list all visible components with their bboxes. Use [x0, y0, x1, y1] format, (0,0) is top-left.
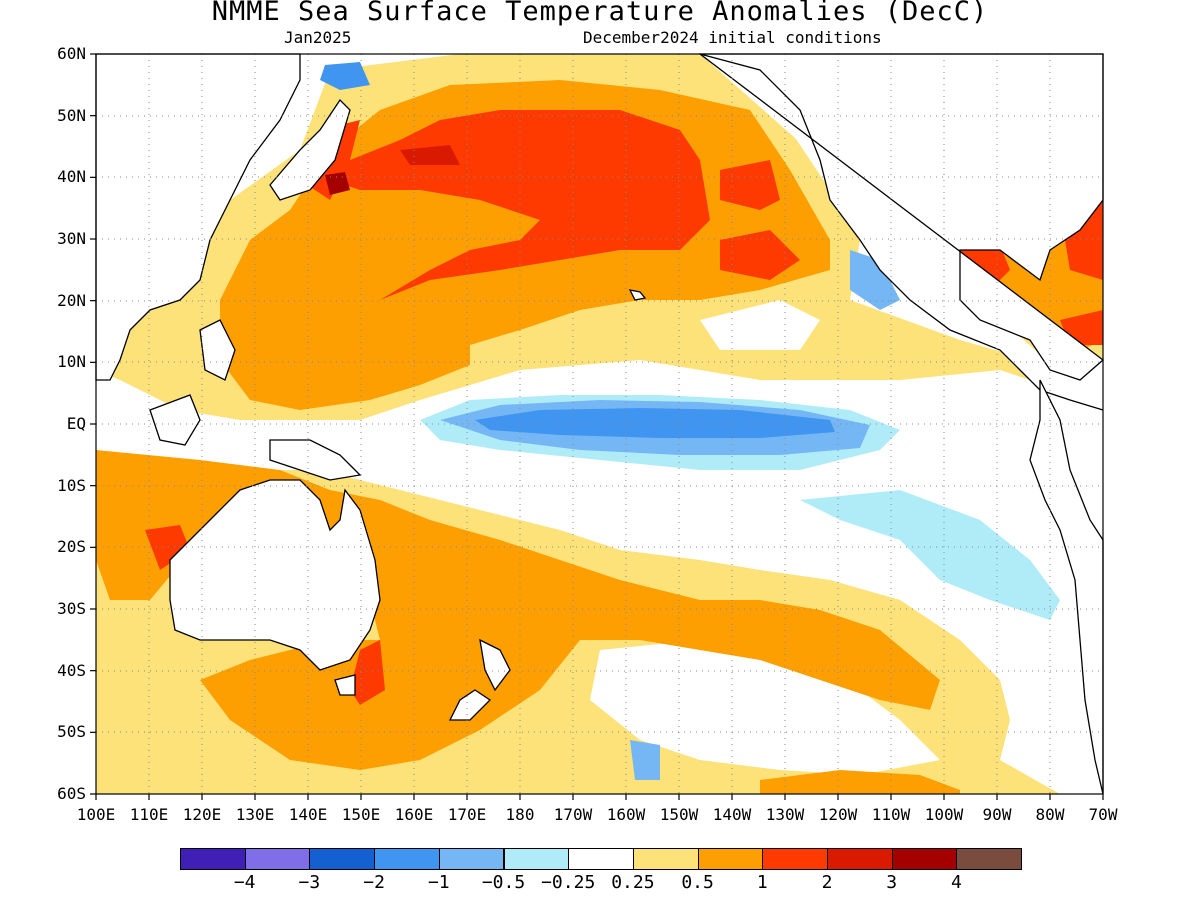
target-month: Jan2025	[284, 28, 352, 47]
colorbar-label: −0.5	[481, 872, 526, 893]
latitude-label: 60S	[57, 784, 86, 803]
new-guinea-outline	[269, 439, 362, 481]
new-zealand-north-outline	[479, 638, 511, 692]
neutral-patch-south	[590, 640, 940, 775]
colorbar-swatch	[956, 848, 1023, 870]
colorbar-label: −4	[233, 872, 256, 893]
latitude-label: 20S	[57, 537, 86, 557]
cool-region-california	[850, 250, 900, 310]
south-america-outline	[1029, 379, 1104, 795]
colorbar-label: −3	[298, 872, 321, 893]
philippines-outline	[199, 319, 236, 381]
longitude-label: 110E	[129, 805, 169, 824]
map-title: NMME Sea Surface Temperature Anomalies (…	[211, 0, 989, 27]
north-america-outline	[698, 53, 1105, 411]
longitude-label: 120E	[182, 805, 222, 824]
longitude-label: 70W	[1088, 805, 1118, 824]
longitude-label: 160E	[394, 805, 434, 824]
latitude-label: 40N	[57, 167, 86, 187]
cool-region-southeast-pacific	[800, 490, 1060, 620]
latitude-label: 30N	[57, 229, 86, 248]
longitude-label: 140W	[712, 805, 752, 824]
hot-region-west-australia	[145, 525, 190, 570]
longitude-label: 130W	[765, 805, 805, 824]
longitude-label: 150W	[659, 805, 699, 824]
colorbar-label: −2	[363, 872, 385, 893]
colorbar-swatch	[374, 848, 440, 870]
hot-region-tasman	[350, 640, 385, 705]
longitude-label: 100E	[76, 805, 116, 824]
latitude-label: 50N	[57, 105, 86, 125]
longitude-label: 100W	[924, 805, 964, 824]
longitude-label: 170E	[447, 805, 487, 824]
latitude-label: 10S	[57, 475, 86, 495]
extreme-hot-spot-japan	[325, 172, 350, 195]
colorbar-label: 0.25	[611, 872, 655, 893]
cool-region-south	[630, 740, 660, 780]
borneo-outline	[149, 394, 201, 446]
japan-outline	[269, 98, 351, 201]
longitude-label: 150E	[341, 805, 381, 824]
colorbar-swatch	[309, 848, 376, 870]
longitude-label: 80W	[1035, 805, 1065, 824]
initial-conditions: December2024 initial conditions	[583, 28, 882, 47]
longitude-label: 130E	[235, 805, 275, 824]
longitude-label: 160W	[606, 805, 646, 824]
colorbar-label: −1	[427, 872, 450, 893]
colorbar-swatch	[697, 848, 764, 870]
colorbar-label: 2	[821, 872, 833, 893]
warm-region-southern-ocean	[760, 770, 960, 794]
longitude-label: 120W	[818, 805, 858, 824]
colorbar-swatch	[762, 848, 828, 870]
longitude-label: 180	[505, 805, 535, 824]
longitude-label: 110W	[871, 805, 911, 824]
latitude-label: 60N	[57, 44, 86, 63]
very-hot-spot-north	[400, 145, 460, 165]
neutral-patch-north	[700, 300, 820, 350]
colorbar-swatch	[632, 848, 699, 870]
hot-region-east	[720, 230, 800, 280]
colorbar-swatch	[503, 848, 570, 870]
latitude-label: EQ	[66, 414, 86, 433]
cool-region-equatorial-core	[475, 408, 835, 438]
latitude-label: 30S	[57, 599, 86, 618]
new-zealand-south-outline	[448, 689, 492, 721]
colorbar-swatch	[568, 848, 634, 870]
australia-outline	[169, 479, 381, 671]
asia-coast-outline	[95, 53, 301, 381]
axis-ticks	[90, 53, 1104, 800]
colorbar-swatch	[827, 848, 893, 870]
hawaii-outline	[628, 289, 647, 301]
latitude-label: 50S	[57, 722, 86, 742]
colorbar-label: 3	[886, 872, 898, 893]
colorbar-label: −0.25	[541, 872, 596, 893]
colorbar-label: 1	[756, 872, 768, 893]
colorbar-label: 4	[950, 872, 962, 893]
tasmania-outline	[334, 674, 356, 696]
longitude-label: 140E	[288, 805, 328, 824]
longitude-label: 170W	[553, 805, 593, 824]
colorbar-swatch	[891, 848, 958, 870]
land-outlines	[95, 53, 1105, 795]
colorbar-swatch	[180, 848, 246, 870]
longitude-label: 90W	[982, 805, 1012, 824]
colorbar-swatch	[438, 848, 505, 870]
colorbar-swatch	[244, 848, 311, 870]
cool-region-sea-of-okhotsk	[320, 62, 370, 90]
latitude-label: 20N	[57, 290, 86, 310]
hot-region-northeast	[720, 160, 780, 210]
colorbar-label: 0.5	[681, 872, 714, 893]
latitude-label: 40S	[57, 660, 86, 680]
latitude-label: 10N	[57, 352, 86, 372]
